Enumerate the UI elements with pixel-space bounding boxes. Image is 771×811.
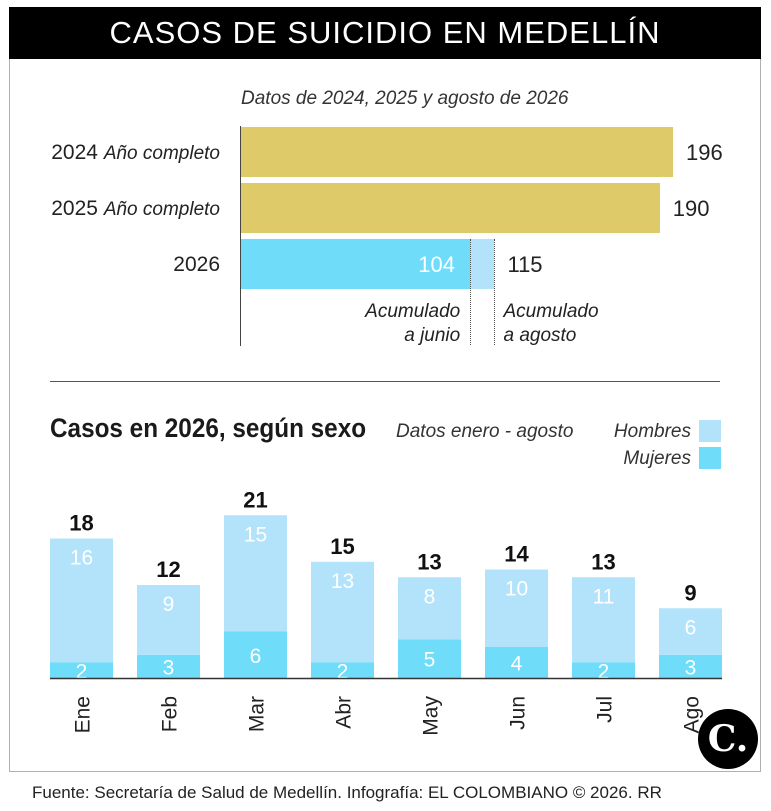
label-hombres-may: 8 (424, 585, 436, 608)
tick-label-abr: Abr (333, 696, 356, 729)
tick-label-jul: Jul (594, 696, 617, 723)
top-chart-axis (240, 126, 241, 346)
label-hombres-jun: 10 (505, 578, 528, 601)
bar-mujeres-may (398, 639, 461, 678)
label-total-feb: 12 (156, 557, 180, 582)
label-hombres-mar: 15 (244, 523, 267, 546)
tick-label-jun: Jun (507, 696, 530, 730)
legend-swatch-mujeres (699, 447, 721, 469)
legend-label-mujeres: Mujeres (623, 448, 691, 469)
bar-hombres-mar (224, 515, 287, 632)
tick-label-ene: Ene (72, 696, 95, 733)
label-total-jun: 14 (504, 542, 529, 567)
bottom-chart-subtitle: Datos enero - agosto (396, 421, 574, 442)
bar-value-2026-junio: 104 (418, 252, 455, 277)
bar-hombres-ene (50, 538, 113, 663)
label-mujeres-jul: 2 (598, 660, 610, 683)
label-mujeres-feb: 3 (163, 656, 175, 679)
bar-mujeres-mar (224, 631, 287, 678)
bar-mujeres-ago (659, 654, 722, 678)
bar-mujeres-ene (50, 662, 113, 678)
bar-value-2026: 115 (507, 252, 543, 277)
footer-source: Fuente: Secretaría de Salud de Medellín.… (32, 783, 662, 802)
label-mujeres-mar: 6 (250, 645, 262, 668)
tick-label-ago: Ago (681, 696, 704, 733)
top-chart-subtitle: Datos de 2024, 2025 y agosto de 2026 (241, 88, 569, 109)
bar-hombres-ago (659, 608, 722, 655)
bar-hombres-jun (485, 569, 548, 647)
tick-label-may: May (420, 696, 443, 736)
label-hombres-ene: 16 (70, 547, 93, 570)
tick-label-mar: Mar (246, 696, 269, 732)
bar-mujeres-feb (137, 654, 200, 678)
bar-label-2025: 2025 Año completo (51, 197, 220, 220)
label-total-mar: 21 (243, 487, 267, 512)
bar-hombres-feb (137, 585, 200, 655)
bar-mujeres-abr (311, 662, 374, 678)
note-acumulado-junio: Acumulado a junio (365, 301, 461, 346)
bar-2026-junio (241, 239, 471, 289)
label-mujeres-abr: 2 (337, 660, 349, 683)
label-mujeres-ago: 3 (685, 656, 697, 679)
label-hombres-feb: 9 (163, 593, 175, 616)
bar-value-2024: 196 (686, 140, 723, 165)
junio-marker-line (470, 239, 472, 345)
bar-2025 (241, 183, 660, 233)
label-total-ene: 18 (69, 511, 93, 536)
bar-hombres-jul (572, 577, 635, 663)
label-total-ago: 9 (684, 580, 696, 605)
bar-2024 (241, 127, 673, 177)
legend-swatch-hombres (699, 420, 721, 442)
bottom-chart-title: Casos en 2026, según sexo (50, 413, 367, 443)
section-divider (50, 381, 720, 382)
label-hombres-abr: 13 (331, 570, 354, 593)
main-title: CASOS DE SUICIDIO EN MEDELLÍN (9, 7, 761, 59)
label-total-abr: 15 (330, 534, 354, 559)
bar-mujeres-jul (572, 662, 635, 678)
bar-label-2024: 2024 Año completo (51, 141, 220, 164)
bar-mujeres-jun (485, 647, 548, 678)
label-mujeres-ene: 2 (76, 660, 88, 683)
label-hombres-jul: 11 (593, 585, 615, 608)
bar-hombres-abr (311, 561, 374, 663)
bar-value-2025: 190 (672, 196, 710, 221)
tick-label-feb: Feb (159, 696, 182, 732)
bar-label-2026: 2026 (173, 253, 220, 276)
agosto-marker-line (494, 239, 496, 345)
note-acumulado-agosto: Acumulado a agosto (503, 301, 599, 346)
label-total-may: 13 (417, 549, 441, 574)
legend-label-hombres: Hombres (613, 421, 691, 442)
label-total-jul: 13 (591, 549, 615, 574)
label-mujeres-jun: 4 (511, 653, 523, 676)
bar-hombres-may (398, 577, 461, 640)
label-hombres-ago: 6 (685, 616, 697, 639)
el-colombiano-logo: C. (698, 709, 758, 769)
label-mujeres-may: 5 (424, 649, 436, 672)
